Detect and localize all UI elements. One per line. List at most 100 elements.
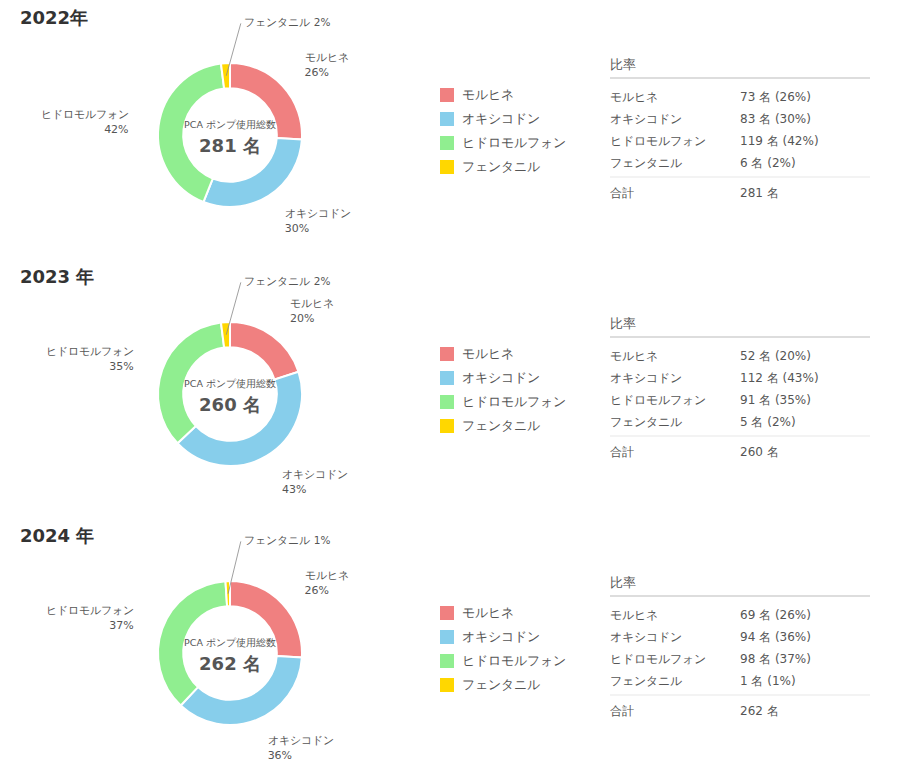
table-header: 比率 [610,575,636,590]
table-drug: モルヒネ [610,90,658,104]
table-rule [610,695,870,696]
legend-label: モルヒネ [462,87,514,102]
chart-canvas: 2022年PCA ポンプ使用総数281 名モルヒネ26%オキシコドン30%ヒドロ… [0,0,900,777]
legend-label: オキシコドン [462,111,540,126]
legend: モルヒネオキシコドンヒドロモルフォンフェンタニル [440,605,566,693]
center-total: 260 名 [199,394,261,415]
table-drug: オキシコドン [610,112,682,126]
leader-line [226,23,241,75]
table-count: 83 名 (30%) [740,112,811,126]
slice-name: モルヒネ [290,297,334,310]
table-count: 91 名 (35%) [740,393,811,407]
table-rule [610,436,870,437]
legend: モルヒネオキシコドンヒドロモルフォンフェンタニル [440,346,566,434]
center-label: PCA ポンプ使用総数 [184,378,276,389]
slice-percent: 42% [104,123,128,136]
table-count: 52 名 (20%) [740,349,811,363]
legend-item: フェンタニル [440,418,540,434]
legend-swatch [440,88,454,102]
table-count: 112 名 (43%) [740,371,819,385]
center-total: 281 名 [199,135,261,156]
legend-label: ヒドロモルフォン [462,653,566,668]
slice-name: モルヒネ [305,51,349,64]
legend-swatch [440,419,454,433]
legend-swatch [440,136,454,150]
legend-item: オキシコドン [440,370,540,386]
legend-item: フェンタニル [440,677,540,693]
donut: PCA ポンプ使用総数281 名モルヒネ26%オキシコドン30%ヒドロモルフォン… [41,16,351,235]
panel: 2024 年PCA ポンプ使用総数262 名モルヒネ26%オキシコドン36%ヒド… [20,525,870,762]
table-count: 73 名 (26%) [740,90,811,104]
table-total-name: 合計 [610,445,634,459]
table-total: 260 名 [740,445,779,459]
donut: PCA ポンプ使用総数262 名モルヒネ26%オキシコドン36%ヒドロモルフォン… [46,534,349,762]
table-rule [610,596,870,597]
slice-name: オキシコドン [268,734,334,747]
slice-name: フェンタニル [244,275,310,287]
legend-label: ヒドロモルフォン [462,394,566,409]
legend-swatch [440,630,454,644]
legend-item: オキシコドン [440,111,540,127]
legend-item: ヒドロモルフォン [440,653,566,669]
donut-slice [158,64,224,202]
donut-slice [230,322,298,380]
slice-percent: 2% [314,275,331,287]
table-count: 5 名 (2%) [740,415,796,429]
leader-line [226,282,241,334]
legend-swatch [440,678,454,692]
table-header: 比率 [610,57,636,72]
table: 比率モルヒネ 52 名 (20%) オキシコドン 112 名 (43%) ヒドロモルフォ… [610,316,870,459]
legend-item: モルヒネ [440,87,514,103]
chart-title: 2022年 [20,7,88,28]
slice-percent: 36% [268,749,292,762]
table: 比率モルヒネ69 名 (26%)オキシコドン94 名 (36%)ヒドロモルフォン… [610,575,870,718]
legend-label: ヒドロモルフォン [462,135,566,150]
panel: 2022年PCA ポンプ使用総数281 名モルヒネ26%オキシコドン30%ヒドロ… [20,7,870,235]
table-count: 6 名 (2%) [740,156,796,170]
table-drug: フェンタニル [610,415,682,429]
table-count: 69 名 (26%) [740,608,811,622]
legend-item: モルヒネ [440,605,514,621]
legend-swatch [440,606,454,620]
center-total: 262 名 [199,653,261,674]
slice-name: ヒドロモルフォン [46,345,134,358]
legend-swatch [440,347,454,361]
table-count: 119 名 (42%) [740,134,819,148]
table-total: 262 名 [740,704,779,718]
table-drug: オキシコドン [610,371,682,385]
legend-item: モルヒネ [440,346,514,362]
slice-name: オキシコドン [285,207,351,220]
slice-annotation: フェンタニル1% [244,534,331,546]
legend-label: オキシコドン [462,629,540,644]
legend-label: フェンタニル [462,418,540,433]
legend-label: フェンタニル [462,677,540,692]
table-drug: モルヒネ [610,608,658,622]
slice-name: モルヒネ [305,569,349,582]
slice-percent: 43% [282,483,306,496]
legend-item: オキシコドン [440,629,540,645]
table-drug: フェンタニル [610,674,682,688]
table-drug: ヒドロモルフォン [610,393,706,407]
legend-item: ヒドロモルフォン [440,135,566,151]
legend-swatch [440,112,454,126]
table-drug: モルヒネ [610,349,658,363]
donut-slice [225,581,230,606]
table-header: 比率 [610,316,636,331]
slice-percent: 1% [314,534,331,546]
slice-annotation: フェンタニル 2% [244,275,331,287]
table-rule [610,337,870,338]
slice-percent: 30% [285,222,309,235]
table-total-name: 合計 [610,704,634,718]
slice-percent: 20% [290,312,314,325]
table-total-name: 合計 [610,186,634,200]
legend-swatch [440,395,454,409]
center-label: PCA ポンプ使用総数 [184,637,276,648]
table-drug: フェンタニル [610,156,682,170]
chart-title: 2024 年 [20,525,94,546]
table-drug: オキシコドン [610,630,682,644]
table-drug: ヒドロモルフォン [610,652,706,666]
donut-slice [178,372,302,466]
center-label: PCA ポンプ使用総数 [184,119,276,130]
legend-item: ヒドロモルフォン [440,394,566,410]
chart-title: 2023 年 [20,266,94,287]
